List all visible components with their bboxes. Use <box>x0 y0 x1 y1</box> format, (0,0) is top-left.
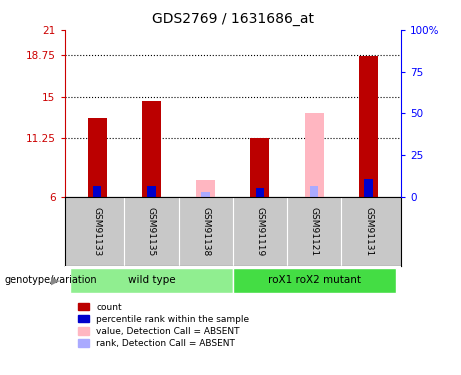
Bar <box>359 56 378 197</box>
Bar <box>142 101 161 197</box>
Bar <box>233 268 396 293</box>
Title: GDS2769 / 1631686_at: GDS2769 / 1631686_at <box>152 12 314 26</box>
Bar <box>250 138 269 197</box>
Bar <box>364 179 373 197</box>
Bar <box>256 188 264 197</box>
Text: genotype/variation: genotype/variation <box>5 275 97 285</box>
Text: GSM91135: GSM91135 <box>147 207 156 256</box>
Bar <box>201 192 210 197</box>
Bar <box>310 186 319 197</box>
Bar <box>93 186 101 197</box>
Bar <box>88 118 106 197</box>
Bar <box>147 186 156 197</box>
Bar <box>305 113 324 197</box>
Text: roX1 roX2 mutant: roX1 roX2 mutant <box>268 275 361 285</box>
Text: GSM91121: GSM91121 <box>310 207 319 256</box>
Text: GSM91131: GSM91131 <box>364 207 373 256</box>
Legend: count, percentile rank within the sample, value, Detection Call = ABSENT, rank, : count, percentile rank within the sample… <box>78 303 249 348</box>
Text: wild type: wild type <box>128 275 175 285</box>
Text: GSM91119: GSM91119 <box>255 207 265 256</box>
Text: ▶: ▶ <box>52 275 60 285</box>
Bar <box>70 268 233 293</box>
Text: GSM91133: GSM91133 <box>93 207 101 256</box>
Bar <box>196 180 215 197</box>
Text: GSM91138: GSM91138 <box>201 207 210 256</box>
